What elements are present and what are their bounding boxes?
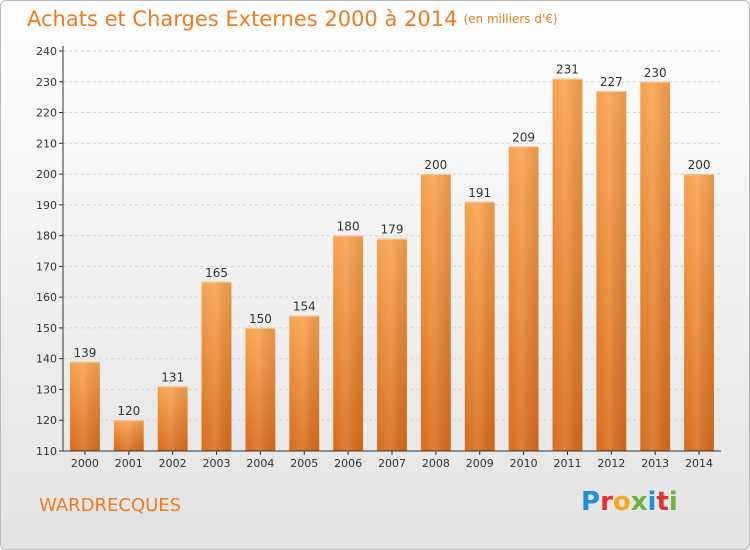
- commune-name: WARDRECQUES: [39, 495, 182, 516]
- x-tick-label: 2004: [246, 457, 274, 470]
- y-tick-label: 230: [36, 76, 57, 89]
- data-label: 200: [688, 158, 711, 172]
- bar-shine: [70, 361, 100, 451]
- chart-subtitle: (en milliers d'€): [463, 12, 558, 26]
- data-label: 154: [293, 300, 316, 314]
- y-tick-label: 150: [36, 322, 57, 335]
- logo-letter: x: [630, 487, 648, 517]
- bar-shine: [377, 238, 407, 451]
- bars: [70, 78, 714, 452]
- data-label: 231: [556, 63, 579, 77]
- data-label: 200: [424, 158, 447, 172]
- x-tick-label: 2008: [422, 457, 450, 470]
- y-tick-label: 200: [36, 168, 57, 181]
- x-tick-label: 2013: [641, 457, 669, 470]
- logo-letter: r: [600, 487, 613, 517]
- bar-shine: [420, 174, 451, 452]
- x-tick-label: 2005: [290, 457, 318, 470]
- y-tick-label: 120: [36, 414, 57, 427]
- y-tick-label: 130: [36, 383, 57, 396]
- x-tick-label: 2014: [685, 457, 713, 470]
- x-tick-label: 2007: [378, 457, 406, 470]
- bar-shine: [289, 315, 320, 451]
- data-label: 209: [512, 130, 535, 144]
- y-tick-label: 140: [36, 353, 57, 366]
- logo-letter: i: [668, 487, 678, 517]
- y-tick-label: 110: [36, 445, 57, 458]
- x-tick-label: 2009: [466, 457, 494, 470]
- y-tick-label: 220: [36, 107, 57, 120]
- labels: 110 120 130 140 150 160 170 180 190 200 210 220 230 2…: [36, 45, 713, 470]
- bar-shine: [245, 327, 276, 451]
- bar-shine: [113, 420, 144, 451]
- x-tick-label: 2011: [553, 457, 581, 470]
- logo-letter: P: [581, 487, 601, 517]
- axes: [59, 46, 721, 455]
- y-tick-label: 210: [36, 137, 57, 150]
- x-tick-label: 2001: [115, 457, 143, 470]
- data-label: 179: [381, 223, 404, 237]
- bar-shine: [157, 386, 188, 451]
- logo-letter: t: [656, 487, 669, 517]
- x-tick-label: 2006: [334, 457, 362, 470]
- proxiti-logo: Proxiti: [581, 487, 678, 517]
- bar-shine: [464, 201, 495, 451]
- data-label: 227: [600, 75, 623, 89]
- data-label: 139: [73, 346, 96, 360]
- y-tick-label: 240: [36, 45, 57, 58]
- logo-letter: i: [647, 487, 657, 517]
- data-label: 120: [117, 404, 140, 418]
- x-tick-label: 2002: [159, 457, 187, 470]
- y-tick-label: 170: [36, 260, 57, 273]
- data-label: 165: [205, 266, 228, 280]
- bar-shine: [201, 281, 232, 451]
- bar-shine: [333, 235, 364, 451]
- data-label: 150: [249, 312, 272, 326]
- bar-shine: [596, 91, 627, 451]
- bar-shine: [508, 146, 539, 451]
- x-tick-label: 2003: [203, 457, 231, 470]
- data-label: 191: [468, 186, 491, 200]
- x-tick-label: 2000: [71, 457, 99, 470]
- bar-shine: [684, 174, 714, 452]
- x-tick-label: 2010: [510, 457, 538, 470]
- bar-shine: [552, 78, 583, 451]
- logo-letter: o: [612, 487, 631, 517]
- data-label: 180: [337, 220, 360, 234]
- x-tick-label: 2012: [597, 457, 625, 470]
- y-tick-label: 180: [36, 230, 57, 243]
- data-label: 230: [644, 66, 667, 80]
- chart-title-text: Achats et Charges Externes 2000 à 2014: [27, 7, 458, 31]
- y-tick-label: 190: [36, 199, 57, 212]
- chart-title: Achats et Charges Externes 2000 à 2014 (e…: [27, 7, 558, 31]
- bar-shine: [640, 81, 671, 452]
- data-label: 131: [161, 370, 184, 384]
- y-tick-label: 160: [36, 291, 57, 304]
